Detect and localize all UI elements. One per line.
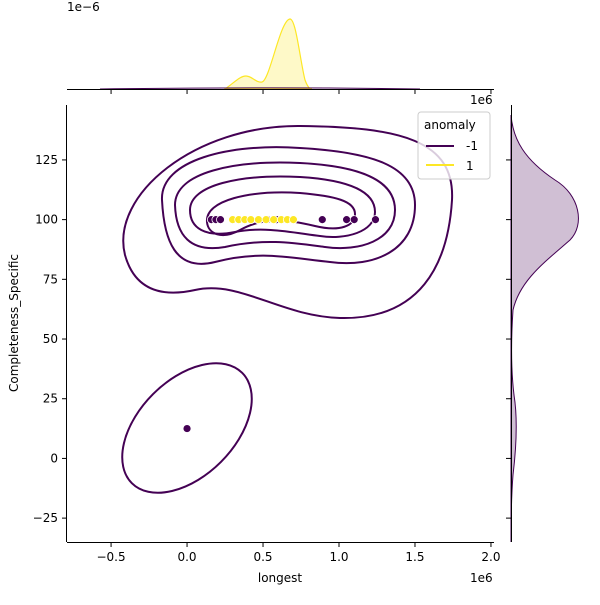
right-marginal-offset-label: 1e6 [470, 93, 493, 107]
x-offset-label: 1e6 [470, 571, 493, 585]
top-kde-anomaly-1 [223, 18, 313, 90]
kde-contour-level-4 [188, 175, 377, 238]
legend: anomaly -1 1 [417, 111, 491, 180]
point-anomaly-neg1 [371, 215, 380, 225]
kde-contour-level-1 [122, 124, 454, 320]
top-kde-anomaly-neg1 [99, 87, 421, 90]
right-marginal: 1e6 [470, 93, 579, 543]
point-anomaly-neg1 [182, 424, 192, 433]
x-tick-label: 0.0 [177, 550, 196, 564]
point-anomaly-neg1 [342, 215, 352, 225]
kde-contour-lower-cluster [121, 362, 253, 494]
x-tick-label: 1.0 [329, 550, 348, 564]
y-tick-label: 125 [35, 153, 58, 167]
point-anomaly-1 [269, 215, 279, 225]
top-marginal-offset-label: 1e−6 [67, 0, 100, 14]
x-tick-label: −0.5 [96, 550, 125, 564]
y-tick-label: −25 [33, 511, 58, 525]
point-anomaly-1 [261, 215, 271, 225]
main-plot: −0.5 0.0 0.5 1.0 1.5 2.0 −25 0 25 50 75 100 125 lon… [7, 105, 501, 585]
point-anomaly-neg1 [317, 215, 327, 225]
kde-contour-level-2 [160, 146, 417, 265]
point-anomaly-neg1 [216, 215, 225, 225]
top-marginal: 1e−6 [67, 0, 494, 94]
y-axis-label: Completeness_Specific [7, 254, 21, 392]
y-tick-label: 25 [43, 392, 58, 406]
legend-label-neg1: -1 [466, 139, 478, 153]
y-tick-label: 0 [50, 451, 58, 465]
y-tick-label: 100 [35, 213, 58, 227]
kde-contour-level-3 [173, 161, 397, 250]
right-kde-anomaly-neg1 [510, 114, 579, 543]
point-anomaly-1 [246, 215, 256, 225]
kde-contours [121, 124, 454, 494]
y-tick-label: 50 [43, 332, 58, 346]
legend-title: anomaly [424, 118, 476, 132]
x-tick-label: 2.0 [481, 550, 500, 564]
point-anomaly-1 [289, 215, 298, 225]
kde-contour-level-5 [205, 191, 357, 237]
y-tick-label: 75 [43, 272, 58, 286]
x-tick-label: 0.5 [253, 550, 272, 564]
x-tick-label: 1.5 [405, 550, 424, 564]
legend-label-1: 1 [466, 159, 474, 173]
point-anomaly-1 [254, 215, 263, 225]
x-axis-label: longest [258, 571, 303, 585]
point-anomaly-neg1 [349, 215, 359, 225]
